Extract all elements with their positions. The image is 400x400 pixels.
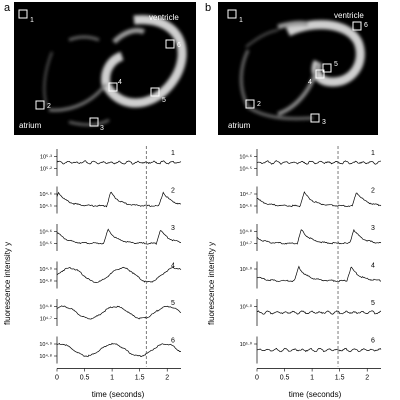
- trace-number-a-4: 4: [171, 263, 175, 270]
- tick-hi-a-2: 10⁴·⁶: [39, 191, 52, 198]
- roi-label-b-2: 2: [257, 101, 261, 108]
- tick-lo-a-1: 10⁵·²: [40, 166, 52, 173]
- trace-number-a-2: 2: [171, 188, 175, 195]
- roi-box-a-4: [108, 82, 118, 92]
- panel-b-letter: b: [205, 2, 212, 14]
- roi-label-b-3: 3: [322, 119, 326, 126]
- trace-line-b-4: [256, 265, 382, 283]
- micrograph-b-svg: 1 2 3 4 5 6 ventricle atrium: [227, 9, 368, 130]
- roi-label-a-4: 4: [118, 79, 122, 86]
- tick-hi-b-4: 10⁵·⁰: [240, 266, 253, 273]
- trace-number-b-1: 1: [371, 150, 375, 157]
- tick-lo-b-2: 10⁴·⁶: [239, 203, 252, 210]
- trace-number-b-5: 5: [371, 300, 375, 307]
- trace-line-a-3: [56, 228, 181, 245]
- roi-box-a-2: [35, 100, 45, 110]
- tick-lo-a-4: 10⁴·⁸: [39, 278, 52, 285]
- roi-box-b-1: [227, 9, 237, 19]
- atrium-label-b: atrium: [228, 121, 251, 130]
- trace-line-a-4: [56, 266, 182, 283]
- tick-lo-b-3: 10⁴·⁷: [240, 241, 252, 248]
- roi-label-a-2: 2: [47, 103, 51, 110]
- tick-hi-b-2: 10⁴·⁷: [240, 191, 252, 198]
- trace-line-b-1: [256, 160, 382, 165]
- atrium-label-a: atrium: [19, 121, 42, 130]
- time-tick-a-1: 0.5: [80, 375, 90, 382]
- trace-line-b-5: [256, 310, 382, 315]
- tick-lo-a-3: 10⁴·⁵: [39, 241, 52, 248]
- micrograph-b: 1 2 3 4 5 6 ventricle atrium: [218, 2, 378, 135]
- time-tick-b-4: 2: [365, 375, 369, 382]
- tick-hi-a-1: 10⁵·³: [40, 154, 52, 161]
- trace-line-a-5: [56, 305, 182, 320]
- roi-box-b-6: [352, 21, 362, 31]
- trace-number-b-4: 4: [371, 263, 375, 270]
- time-tick-a-2: 1: [110, 375, 114, 382]
- trace-number-a-6: 6: [171, 338, 175, 345]
- time-tick-b-1: 0.5: [280, 375, 290, 382]
- tick-lo-a-6: 10⁴·⁸: [39, 353, 52, 360]
- ventricle-label-a: ventricle: [149, 13, 179, 22]
- roi-label-b-6: 6: [364, 22, 368, 29]
- roi-label-a-3: 3: [100, 125, 104, 132]
- trace-line-a-2: [56, 191, 182, 208]
- trace-panels: fluorescence intensity y fluorescence in…: [3, 146, 382, 399]
- trace-line-a-6: [56, 342, 182, 358]
- roi-label-b-1: 1: [239, 17, 243, 24]
- roi-label-a-5: 5: [162, 97, 166, 104]
- roi-label-a-6: 6: [177, 42, 181, 49]
- roi-box-b-2: [245, 99, 255, 109]
- ventricle-label-b: ventricle: [334, 11, 364, 20]
- trace-number-b-3: 3: [371, 225, 375, 232]
- roi-box-a-6: [165, 39, 175, 49]
- tick-hi-a-3: 10⁴·⁶: [39, 229, 52, 236]
- time-tick-a-3: 1.5: [135, 375, 145, 382]
- tick-hi-a-6: 10⁴·⁹: [39, 341, 52, 348]
- time-tick-a-0: 0: [55, 375, 59, 382]
- roi-box-b-3: [310, 113, 320, 123]
- roi-boxes-a: [18, 9, 175, 127]
- trace-line-b-2: [256, 191, 382, 208]
- roi-box-b-4: [315, 69, 325, 79]
- roi-label-b-4: 4: [308, 79, 312, 86]
- tick-hi-a-4: 10⁴·⁹: [39, 266, 52, 273]
- roi-label-a-1: 1: [30, 17, 34, 24]
- trace-line-b-3: [256, 228, 382, 245]
- trace-number-a-5: 5: [171, 300, 175, 307]
- heart-tube-a: [43, 15, 187, 126]
- trace-line-a-1: [56, 160, 182, 165]
- ylabel-b: fluorescence intensity y: [207, 242, 216, 325]
- tick-hi-b-3: 10⁴·⁸: [239, 229, 252, 236]
- trace-number-a-1: 1: [171, 150, 175, 157]
- tick-lo-b-1: 10⁴·⁵: [239, 166, 252, 173]
- tick-lo-a-2: 10⁴·⁵: [39, 203, 52, 210]
- micrograph-a-svg: 1 2 3 4 5 6 ventricle atrium: [18, 9, 187, 132]
- panel-a-letter: a: [4, 2, 11, 14]
- tick-lo-a-5: 10⁴·⁷: [40, 316, 52, 323]
- tick-hi-b-6: 10⁵·⁰: [240, 341, 253, 348]
- time-tick-a-4: 2: [165, 375, 169, 382]
- time-tick-b-3: 1.5: [335, 375, 345, 382]
- tick-hi-a-5: 10⁴·⁸: [39, 304, 52, 311]
- xlabel-a: time (seconds): [92, 390, 145, 399]
- trace-number-a-3: 3: [171, 225, 175, 232]
- roi-label-b-5: 5: [334, 61, 338, 68]
- roi-box-b-5: [322, 63, 332, 73]
- micrograph-a: 1 2 3 4 5 6 ventricle atrium: [14, 2, 196, 135]
- roi-box-a-1: [18, 9, 28, 19]
- ylabel-a: fluorescence intensity y: [3, 242, 12, 325]
- trace-number-b-2: 2: [371, 188, 375, 195]
- trace-line-b-6: [256, 347, 382, 353]
- trace-number-b-6: 6: [371, 338, 375, 345]
- time-tick-b-2: 1: [310, 375, 314, 382]
- roi-box-a-3: [89, 117, 99, 127]
- time-tick-b-0: 0: [255, 375, 259, 382]
- tick-hi-b-1: 10⁴·⁶: [239, 154, 252, 161]
- xlabel-b: time (seconds): [289, 390, 342, 399]
- roi-boxes-b: [227, 9, 362, 123]
- tick-hi-b-5: 10⁵·⁰: [240, 304, 253, 311]
- roi-box-a-5: [150, 87, 160, 97]
